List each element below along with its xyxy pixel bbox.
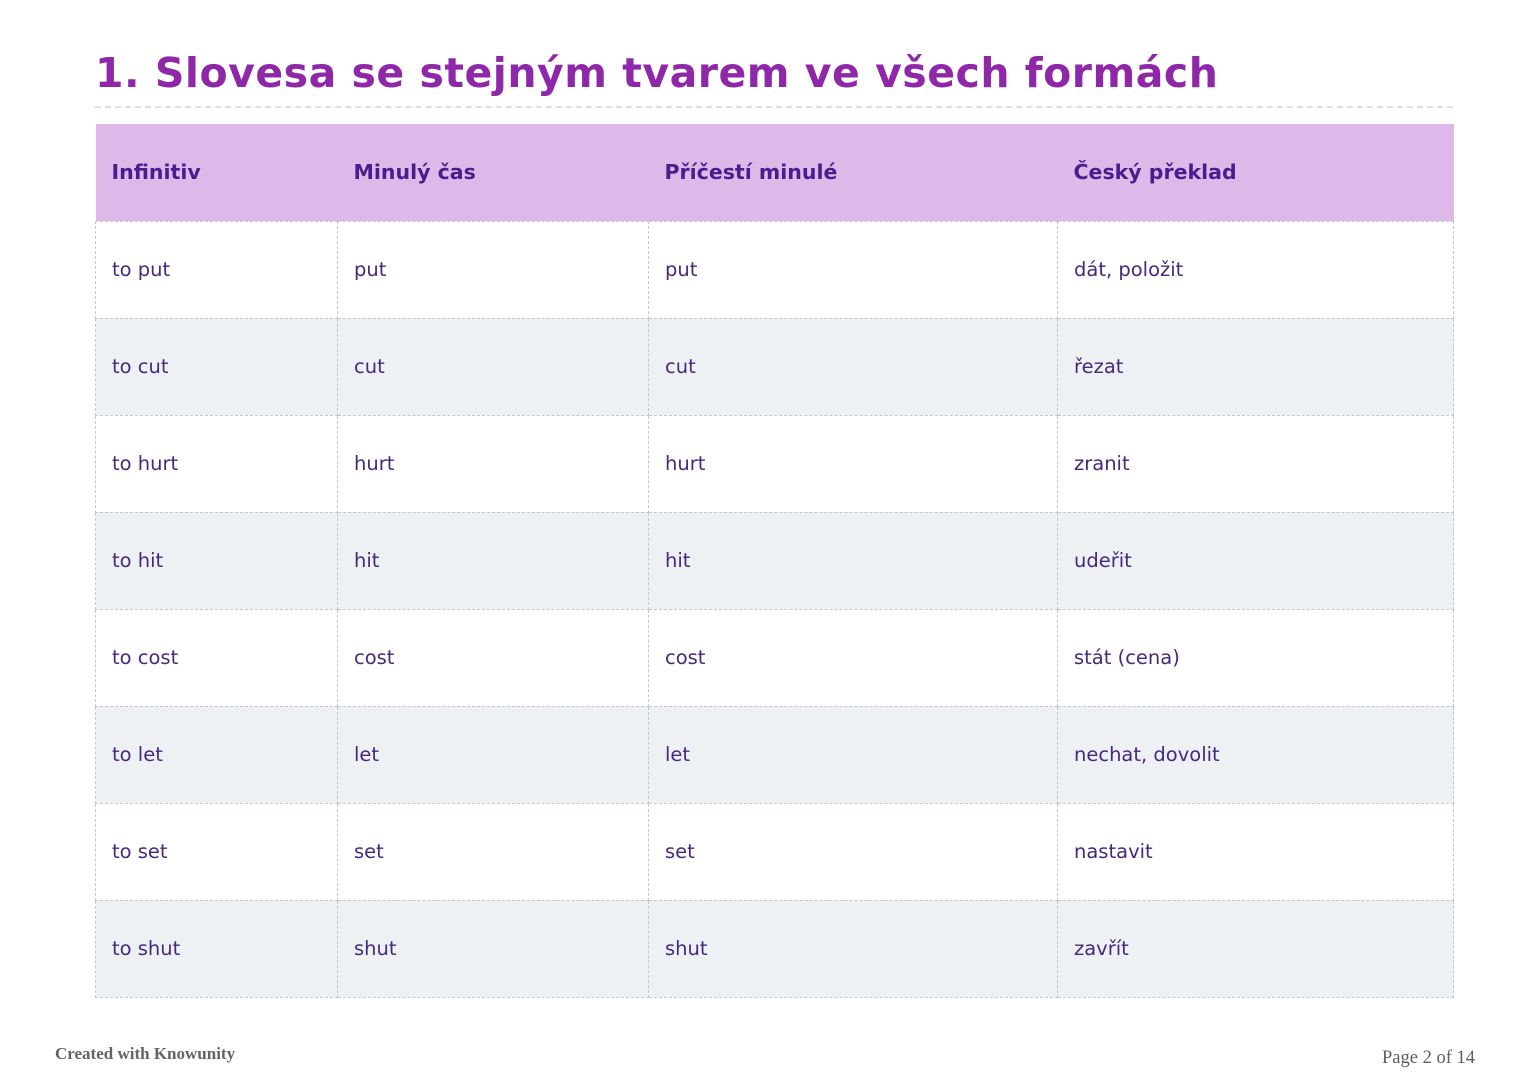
footer-branding: Created with Knowunity [55, 1044, 236, 1063]
verb-table: Infinitiv Minulý čas Příčestí minulé Čes… [95, 124, 1454, 998]
cell-infinitiv: to hit [95, 511, 338, 610]
column-header-cesky-preklad: Český překlad [1057, 124, 1454, 222]
table-row: to cost cost cost stát (cena) [95, 608, 1454, 707]
cell-pricesti-minule: hit [648, 511, 1058, 610]
cell-minuly-cas: cut [337, 317, 649, 416]
table-row: to hit hit hit udeřit [95, 511, 1454, 610]
table-row: to set set set nastavit [95, 802, 1454, 901]
column-header-pricesti-minule: Příčestí minulé [648, 124, 1058, 222]
cell-pricesti-minule: set [648, 802, 1058, 901]
title-divider [95, 106, 1453, 109]
cell-pricesti-minule: cut [648, 317, 1058, 416]
cell-minuly-cas: let [337, 705, 649, 804]
header-row: Infinitiv Minulý čas Příčestí minulé Čes… [95, 124, 1454, 222]
table-row: to cut cut cut řezat [95, 317, 1454, 416]
cell-infinitiv: to cut [95, 317, 338, 416]
cell-minuly-cas: hurt [337, 414, 649, 513]
cell-infinitiv: to let [95, 705, 338, 804]
cell-minuly-cas: cost [337, 608, 649, 707]
cell-cesky-preklad: zavřít [1057, 899, 1454, 998]
cell-cesky-preklad: nastavit [1057, 802, 1454, 901]
cell-cesky-preklad: udeřit [1057, 511, 1454, 610]
cell-minuly-cas: set [337, 802, 649, 901]
table-body: to put put put dát, položit to cut cut c… [95, 220, 1454, 998]
cell-pricesti-minule: cost [648, 608, 1058, 707]
table-row: to put put put dát, položit [95, 220, 1454, 319]
cell-cesky-preklad: zranit [1057, 414, 1454, 513]
column-header-minuly-cas: Minulý čas [337, 124, 649, 222]
page-title: 1. Slovesa se stejným tvarem ve všech fo… [95, 49, 1219, 97]
cell-pricesti-minule: let [648, 705, 1058, 804]
footer-page-number: Page 2 of 14 [1382, 1048, 1475, 1068]
cell-infinitiv: to cost [95, 608, 338, 707]
table-row: to shut shut shut zavřít [95, 899, 1454, 998]
cell-pricesti-minule: hurt [648, 414, 1058, 513]
table-row: to let let let nechat, dovolit [95, 705, 1454, 804]
cell-minuly-cas: shut [337, 899, 649, 998]
cell-cesky-preklad: stát (cena) [1057, 608, 1454, 707]
cell-infinitiv: to hurt [95, 414, 338, 513]
column-header-infinitiv: Infinitiv [95, 124, 338, 222]
cell-pricesti-minule: put [648, 220, 1058, 319]
table-row: to hurt hurt hurt zranit [95, 414, 1454, 513]
cell-cesky-preklad: dát, položit [1057, 220, 1454, 319]
cell-cesky-preklad: nechat, dovolit [1057, 705, 1454, 804]
table-header: Infinitiv Minulý čas Příčestí minulé Čes… [95, 124, 1454, 222]
cell-infinitiv: to set [95, 802, 338, 901]
cell-infinitiv: to shut [95, 899, 338, 998]
cell-minuly-cas: hit [337, 511, 649, 610]
page-content: 1. Slovesa se stejným tvarem ve všech fo… [95, 0, 1454, 998]
cell-pricesti-minule: shut [648, 899, 1058, 998]
cell-minuly-cas: put [337, 220, 649, 319]
cell-infinitiv: to put [95, 220, 338, 319]
cell-cesky-preklad: řezat [1057, 317, 1454, 416]
